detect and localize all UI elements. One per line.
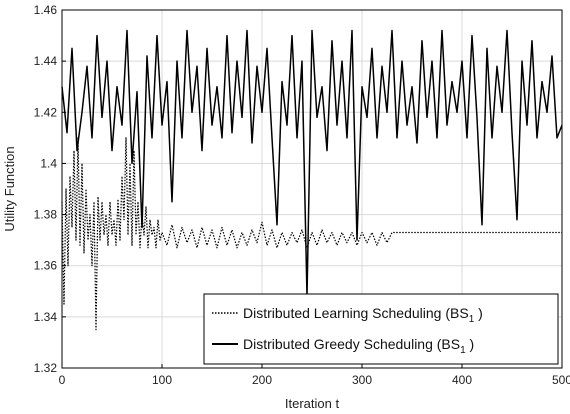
series-line-distributed-learning bbox=[61, 137, 562, 331]
y-axis-label: Utility Function bbox=[2, 146, 17, 231]
tick-layer: 0 100 200 300 400 500 1.32 1.34 1.36 1.38 1.4 1.42 1… bbox=[34, 3, 570, 387]
x-tick-label: 200 bbox=[252, 373, 272, 387]
legend-label-learning: Distributed Learning Scheduling (BS1 ) bbox=[243, 305, 483, 325]
legend-greedy-main: Distributed Greedy Scheduling (BS bbox=[243, 336, 460, 352]
y-tick-label: 1.42 bbox=[34, 105, 58, 119]
x-tick-label: 400 bbox=[452, 373, 472, 387]
x-tick-label: 100 bbox=[152, 373, 172, 387]
y-tick-label: 1.32 bbox=[34, 361, 58, 375]
legend-learning-tail: ) bbox=[474, 305, 483, 321]
y-tick-label: 1.4 bbox=[40, 156, 57, 170]
legend-learning-main: Distributed Learning Scheduling (BS bbox=[243, 305, 469, 321]
legend-label-greedy: Distributed Greedy Scheduling (BS1 ) bbox=[243, 336, 474, 356]
y-tick-label: 1.36 bbox=[34, 259, 58, 273]
x-tick-label: 0 bbox=[59, 373, 66, 387]
y-tick-label: 1.46 bbox=[34, 3, 58, 17]
legend-learning-sub: 1 bbox=[469, 314, 475, 325]
y-tick-label: 1.38 bbox=[34, 208, 58, 222]
plot-frame bbox=[61, 9, 563, 369]
series-line-distributed-greedy bbox=[61, 29, 563, 298]
legend-greedy-sub: 1 bbox=[460, 345, 466, 356]
x-axis-label: Iteration t bbox=[285, 396, 340, 411]
legend: Distributed Learning Scheduling (BS1 ) D… bbox=[203, 293, 559, 365]
x-tick-label: 500 bbox=[552, 373, 570, 387]
x-tick-label: 300 bbox=[352, 373, 372, 387]
y-tick-label: 1.44 bbox=[34, 54, 58, 68]
y-tick-label: 1.34 bbox=[34, 310, 58, 324]
legend-greedy-tail: ) bbox=[466, 336, 475, 352]
series-layer bbox=[61, 29, 563, 331]
legend-box bbox=[203, 293, 559, 365]
